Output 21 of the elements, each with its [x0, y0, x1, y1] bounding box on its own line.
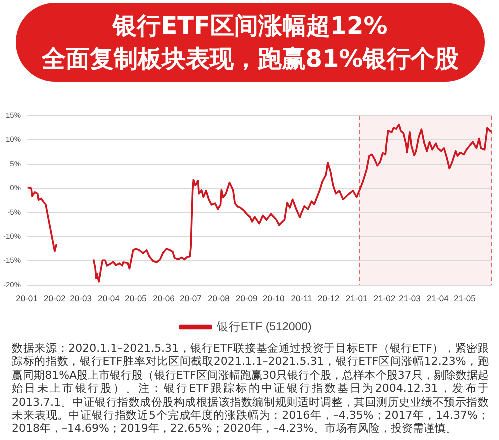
- chart-title: 银行ETF区间涨幅超12%: [113, 10, 388, 42]
- legend-label: 银行ETF (512000): [216, 320, 312, 334]
- x-tick-label: 20-02: [44, 294, 66, 304]
- x-tick-label: 20-01: [16, 294, 38, 304]
- x-tick-label: 20-06: [153, 294, 176, 304]
- x-tick-label: 21-03: [399, 294, 422, 304]
- x-tick-label: 21-02: [374, 294, 396, 304]
- x-tick-label: 21-01: [346, 294, 368, 304]
- x-tick-label: 20-03: [70, 294, 92, 304]
- x-tick-label: 20-08: [208, 294, 230, 304]
- x-tick-label: 20-12: [318, 294, 340, 304]
- x-tick-label: 20-04: [98, 294, 120, 304]
- x-tick-label: 21-05: [454, 294, 476, 304]
- chart-subtitle: 全面复制板块表现，跑赢81%银行个股: [42, 44, 460, 74]
- x-tick-label: 21-04: [427, 294, 450, 304]
- source-note: 数据来源：2020.1.1–2021.5.31，银行ETF联接基金通过投资于目标ETF（银行ETF），紧密跟踪标的指数，银行ETF胜率对比区间截取2021.1.1–2021.5.31，银行ETF区间涨幅12.23%，跑赢同期81%A股上市银行股（银行ETF区间涨幅跑赢30只银行个股，总样本个股37只，剔除数据起始日未上市银行股）。注：银行ETF跟踪标的中证银行指数基日为2004.12.31，发布于2013.7.1。中证银行指数成份股构成根据该指数编制规则适时调整，其回测历史业绩不预示指数未来表现。中证银行指数近5个完成年度的涨跌幅为：2016年，–4.35%；2017年，14.37%；2018年，–14.69%；2019年，22.65%；2020年，–4.23%。市场有风险，投资需谨慎。: [12, 342, 489, 436]
- x-tick-label: 20-05: [125, 294, 148, 304]
- x-tick-label: 20-09: [236, 294, 258, 304]
- x-tick-label: 20-07: [180, 294, 202, 304]
- x-tick-label: 20-10: [263, 294, 286, 304]
- x-tick-label: 20-11: [291, 294, 313, 304]
